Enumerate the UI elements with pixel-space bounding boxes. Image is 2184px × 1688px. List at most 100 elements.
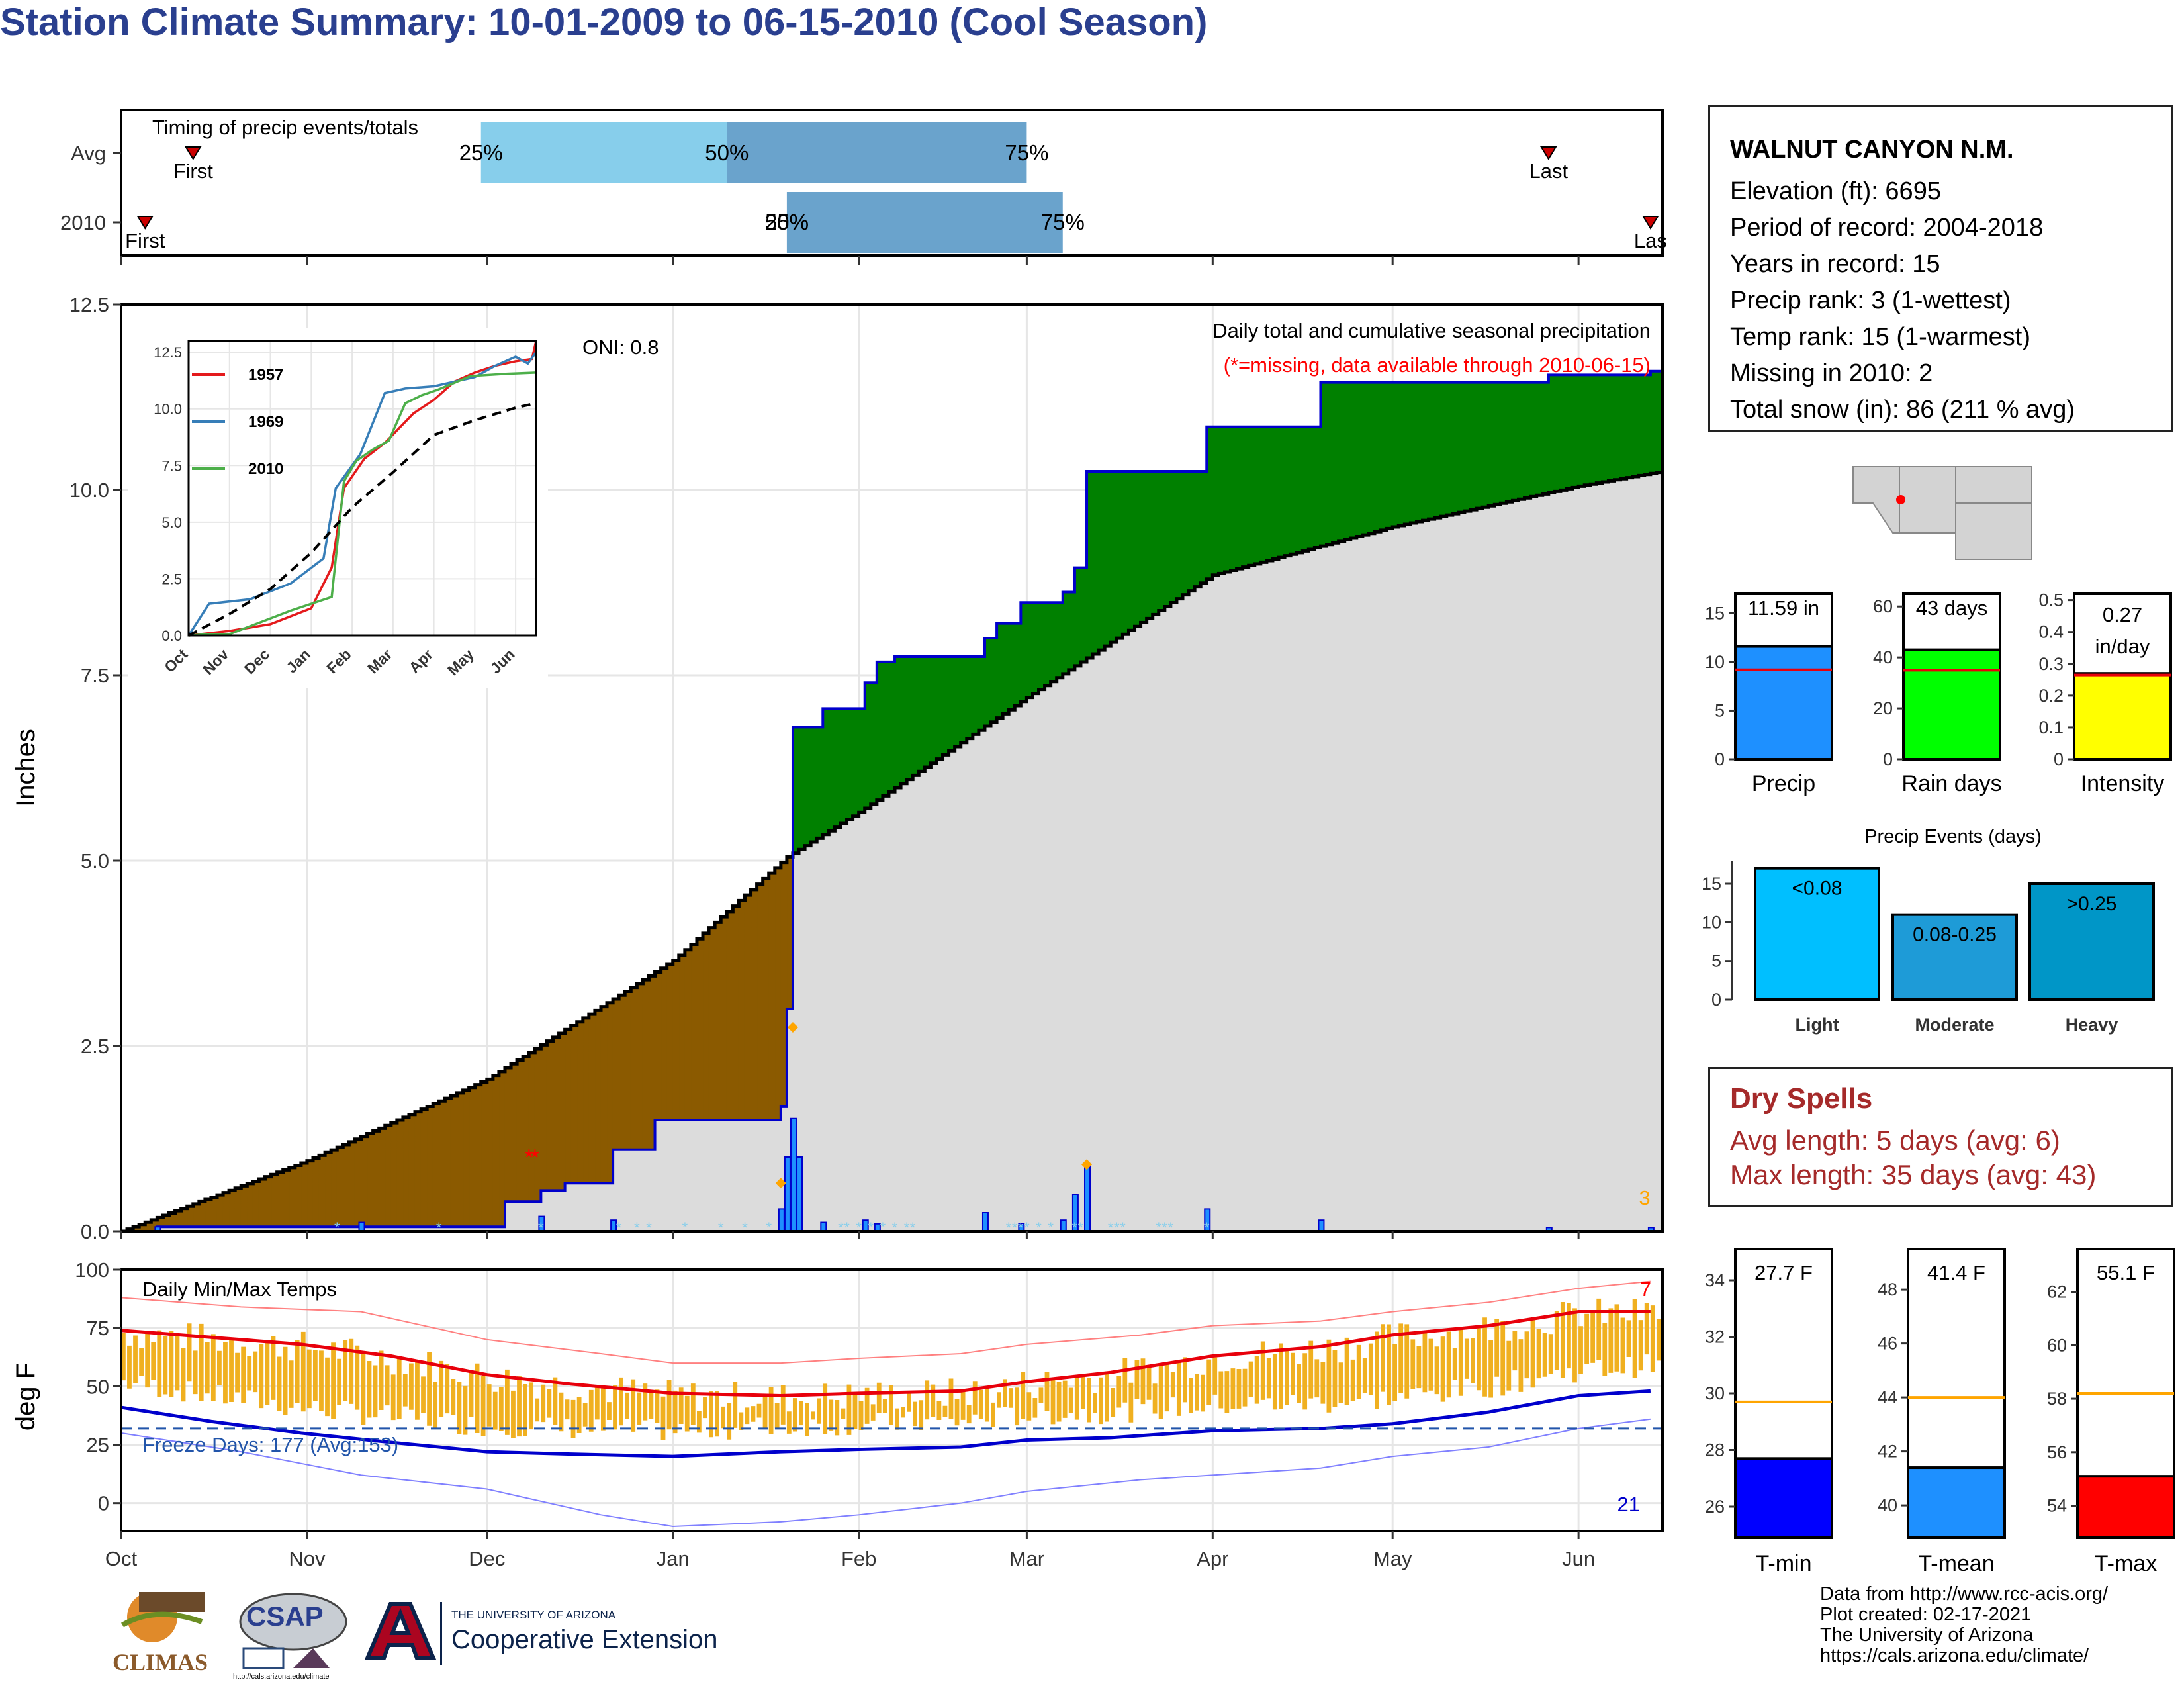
daily-precip-bar (981, 1212, 989, 1232)
timing-row-label: Avg (71, 142, 106, 165)
snow-marker: * (1204, 1219, 1210, 1236)
totals-value-label: in/day (2095, 635, 2150, 658)
temps-x-tick-label: Jan (657, 1547, 690, 1570)
snow-marker: * (1012, 1219, 1018, 1236)
tsum-y-tick-label: 34 (1705, 1270, 1725, 1290)
snow-marker: * (1006, 1219, 1012, 1236)
totals-y-tick-label: 0.1 (2038, 718, 2064, 737)
precip-subtitle: Daily total and cumulative seasonal prec… (1212, 319, 1651, 342)
precip-y-tick-label: 5.0 (81, 849, 109, 872)
credit-created: Plot created: 02-17-2021 (1820, 1604, 2032, 1625)
inset-y-tick-label: 12.5 (154, 344, 182, 361)
snow-marker: * (766, 1219, 772, 1236)
snow-marker: * (718, 1219, 724, 1236)
climas-logo (120, 1592, 205, 1642)
avg-min-line (120, 1389, 1651, 1458)
tsum-bar-1 (1907, 1466, 2006, 1540)
dry-spells-box: Dry Spells Avg length: 5 days (avg: 6) M… (1708, 1067, 2173, 1207)
snow-marker: * (838, 1219, 844, 1236)
snow-marker: * (1120, 1219, 1126, 1236)
timing-title: Timing of precip events/totals (152, 116, 418, 139)
tsum-bar-2 (2076, 1475, 2175, 1540)
snow-marker: * (1018, 1219, 1024, 1236)
timing-p75-label: 75% (1005, 140, 1048, 165)
totals-name: Precip (1752, 771, 1815, 796)
tsum-value-label: 41.4 F (1927, 1261, 1985, 1284)
station-missing: Missing in 2010: 2 (1730, 359, 1933, 387)
events-title: Precip Events (days) (1864, 826, 2042, 847)
credit-university: The University of Arizona (1820, 1624, 2034, 1646)
precip-y-tick-label: 2.5 (81, 1035, 109, 1058)
temps-y-tick-label: 0 (98, 1492, 109, 1515)
snow-marker: * (892, 1219, 898, 1236)
snow-marker: * (1162, 1219, 1168, 1236)
temps-x-tick-label: Dec (469, 1547, 505, 1570)
totals-bar-0 (1734, 645, 1833, 761)
snow-marker: * (880, 1219, 886, 1236)
climas-logo-text: CLIMAS (113, 1649, 208, 1675)
record-min-line (120, 1418, 1651, 1527)
totals-value-label: 43 days (1916, 596, 1988, 620)
timing-p25-label: 25% (459, 140, 503, 165)
totals-y-tick-label: 0.4 (2038, 622, 2064, 642)
ua-logo (364, 1602, 437, 1660)
events-bar-label: >0.25 (2067, 893, 2117, 915)
events-y-tick-label: 10 (1702, 912, 1721, 932)
events-bar-label: <0.08 (1792, 878, 1843, 900)
temp-summary-panel: 26 28 30 32 34 27.7 F T-min 40 42 44 46 48 41.4 F T-m… (1705, 1248, 2175, 1576)
daily-precip-bar (790, 1117, 797, 1233)
station-elevation: Elevation (ft): 6695 (1730, 177, 1941, 205)
events-bar-0 (1754, 867, 1880, 1001)
tsum-y-tick-label: 56 (2047, 1442, 2067, 1462)
csap-logo (239, 1593, 347, 1669)
oni-label: ONI: 0.8 (582, 336, 659, 359)
temps-panel: 0 25 50 75 100 Oct Nov Dec Jan Feb Mar Apr May Jun deg… (11, 1258, 1664, 1570)
totals-value-label: 11.59 in (1748, 596, 1819, 620)
ua-divider (440, 1602, 442, 1665)
precip-y-tick-label: 7.5 (81, 664, 109, 687)
record-max-line (120, 1280, 1651, 1364)
temps-x-tick-label: May (1373, 1547, 1412, 1570)
daily-precip-bar (1318, 1219, 1325, 1232)
inset-y-tick-label: 10.0 (154, 401, 182, 418)
temps-corner-high: 7 (1640, 1278, 1651, 1301)
totals-y-tick-label: 40 (1873, 647, 1893, 667)
dry-spells-avg: Avg length: 5 days (avg: 6) (1730, 1125, 2060, 1156)
daily-precip-bar (796, 1156, 803, 1232)
snow-marker: * (904, 1219, 910, 1236)
temps-y-tick-label: 75 (87, 1317, 109, 1340)
timing-last-marker (1540, 146, 1557, 160)
snow-marker: * (334, 1219, 340, 1236)
tsum-y-tick-label: 30 (1705, 1383, 1725, 1403)
snow-marker: * (1048, 1219, 1054, 1236)
tsum-name: T-min (1756, 1551, 1812, 1576)
totals-value-label: 0.27 (2103, 603, 2142, 626)
tsum-bar-0 (1734, 1457, 1833, 1539)
tsum-value-label: 55.1 F (2097, 1261, 2155, 1284)
dry-spells-max: Max length: 35 days (avg: 43) (1730, 1159, 2097, 1190)
timing-first-label: First (125, 229, 165, 252)
tsum-y-tick-label: 28 (1705, 1440, 1725, 1460)
events-y-tick-label: 0 (1711, 990, 1721, 1009)
daily-precip-bar (784, 1156, 791, 1232)
tsum-y-tick-label: 54 (2047, 1496, 2067, 1516)
daily-max-marker (1081, 1159, 1093, 1170)
station-period: Period of record: 2004-2018 (1730, 214, 2044, 242)
page-title: Station Climate Summary: 10-01-2009 to 0… (0, 1, 1208, 44)
timing-bar-q2 (727, 122, 1027, 183)
snow-marker: * (1108, 1219, 1114, 1236)
snow-marker: * (1024, 1219, 1030, 1236)
tsum-y-tick-label: 40 (1878, 1495, 1897, 1515)
inset-legend-label: 1969 (248, 413, 283, 431)
tsum-y-tick-label: 44 (1878, 1387, 1897, 1407)
avg-cumulative-line (121, 471, 1664, 1233)
snow-marker: * (1072, 1219, 1078, 1236)
timing-last-label: Las (1634, 229, 1667, 252)
totals-y-tick-label: 0.2 (2038, 686, 2064, 706)
tsum-y-tick-label: 26 (1705, 1497, 1725, 1517)
precip-missing-note: (*=missing, data available through 2010-… (1224, 353, 1651, 377)
map-station-dot (1896, 495, 1905, 504)
ua-big-text: Cooperative Extension (451, 1625, 718, 1654)
